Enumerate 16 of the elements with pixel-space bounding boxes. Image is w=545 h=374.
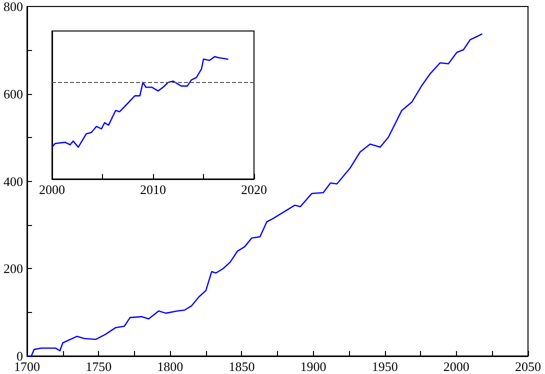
x-tick-label: 2020: [241, 182, 267, 197]
x-tick-label: 2010: [140, 182, 166, 197]
y-tick-label: 600: [4, 86, 23, 102]
y-tick-label: 400: [4, 174, 23, 189]
x-tick-label: 1750: [86, 359, 112, 374]
x-tick-label: 2000: [443, 359, 470, 374]
y-tick-label: 0: [16, 348, 23, 364]
x-tick-label: 1900: [300, 359, 326, 374]
x-tick-label: 2050: [515, 359, 541, 374]
x-tick-label: 1850: [228, 359, 255, 374]
line-series: [26, 33, 482, 357]
y-tick-label: 200: [4, 261, 23, 276]
x-tick-label: 1950: [372, 359, 398, 374]
x-tick-label: 2000: [39, 182, 65, 197]
y-tick-label: 800: [4, 0, 23, 14]
x-tick-label: 1800: [157, 359, 184, 374]
